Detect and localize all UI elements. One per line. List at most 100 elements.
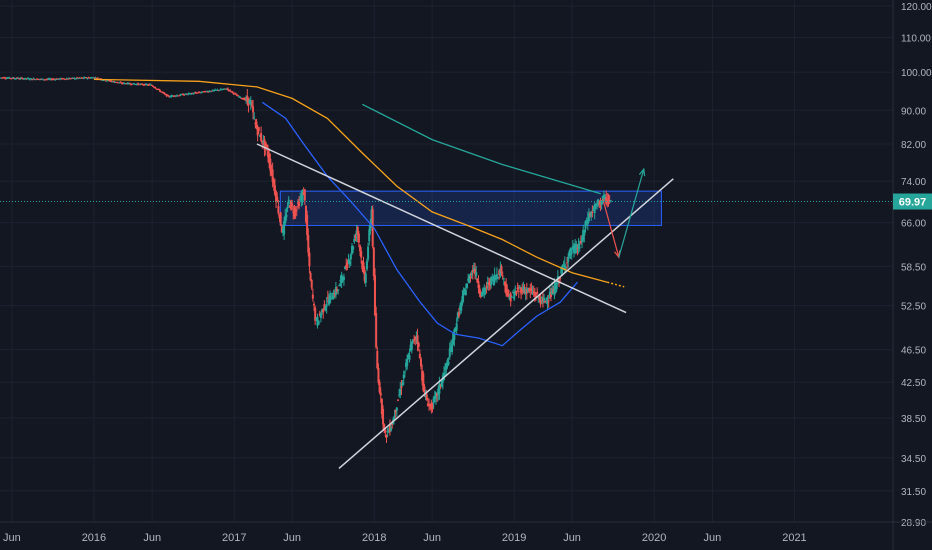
candle-body [81,77,84,79]
candle-body [302,192,305,195]
candle-body [522,286,525,291]
candle-body [554,283,557,293]
candle-body [583,229,586,236]
candle-body [597,199,600,205]
candle-body [553,284,556,296]
candle-body [533,291,536,296]
current-price-tag [893,193,932,210]
candle-body [390,427,393,431]
candle-body [423,386,426,393]
candle-body [405,362,408,368]
candle-body [246,95,249,102]
candle-body [403,371,406,373]
candle-body [420,358,423,367]
trendline[interactable] [338,178,674,470]
candle-body [514,291,517,296]
candle-body [363,269,366,281]
candle-body [463,289,466,292]
candle-body [232,92,235,94]
candle-body [445,363,448,370]
y-tick-label: 66.00 [901,219,926,230]
candle-body [461,296,464,304]
candle-body [317,320,320,325]
candle-body [401,383,404,386]
candle-body [529,289,532,292]
candle-body [449,346,452,352]
candle-body [341,276,344,280]
candle-body [250,105,253,107]
candle-body [359,245,362,252]
candle-body [262,140,265,144]
candle-body [339,279,342,282]
candle-body [77,78,80,80]
y-tick-label: 74.00 [901,177,926,188]
candle-body [18,78,21,80]
y-tick-label: 100.00 [901,68,932,79]
candle-body [379,392,382,396]
candle-body [566,262,569,264]
candle-body [197,91,200,93]
candle-body [50,79,53,81]
candle-body [479,294,482,297]
candle-body [386,431,389,433]
candle-body [281,228,284,233]
candle-body [321,309,324,313]
candle-body [31,79,34,81]
y-tick-label: 38.50 [901,414,926,425]
candle-body [474,268,477,275]
candle-body [460,302,463,311]
candle-body [558,279,561,282]
candle-body [484,288,487,291]
candle-body [440,380,443,387]
candle-body [35,78,38,80]
candle-body [495,274,498,279]
candle-body [591,211,594,213]
candle-body [414,337,417,340]
candle-body [153,86,156,88]
y-tick-label: 110.00 [901,34,931,45]
candle-body [340,274,343,283]
candle-body [368,229,371,242]
candle-body [575,244,578,253]
candle-body [196,92,199,94]
candle-body [546,301,549,303]
candle-body [590,211,593,217]
candle-body [303,189,306,201]
candle-body [40,78,43,80]
candle-body [115,82,118,84]
candle-body [89,77,92,79]
candle-body [201,91,204,93]
trendline[interactable] [256,143,627,314]
candle-body [215,89,218,91]
candle-body [12,77,15,79]
candle-body [202,91,205,93]
candle-body [434,392,437,399]
candle-body [68,78,71,80]
candle-body [497,277,500,279]
candle-body [298,201,301,207]
candle-body [105,80,108,82]
candle-body [284,215,287,224]
candle-body [364,273,367,283]
candle-body [560,267,563,274]
candle-body [142,84,145,86]
candle-body [582,230,585,241]
candle-body [602,195,605,200]
candle-body [609,200,612,202]
candle-body [585,222,588,226]
candle-body [275,191,278,203]
candle-body [311,294,314,299]
candle-body [160,91,163,93]
candle-body [487,282,490,286]
y-tick-label: 42.50 [901,378,926,389]
candle-body [235,95,238,97]
candle-body [267,151,270,158]
candle-body [422,373,425,391]
x-tick-label: Jun [423,532,441,544]
candle-body [543,297,546,303]
candle-body [454,330,457,332]
x-tick-label: 2021 [782,532,806,544]
candle-body [72,77,75,79]
candle-body [451,343,454,353]
